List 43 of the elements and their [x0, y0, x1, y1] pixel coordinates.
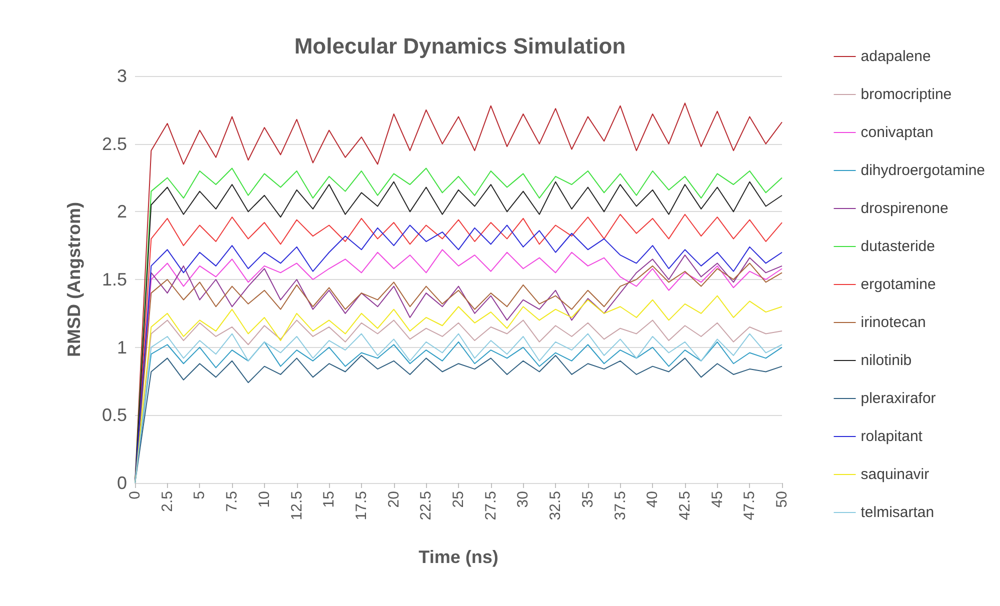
legend-label: irinotecan [860, 314, 926, 331]
legend-label: pleraxirafor [860, 390, 936, 407]
x-tick-label: 0 [126, 491, 144, 500]
x-tick-label: 47.5 [741, 491, 758, 520]
y-tick-label: 3 [116, 66, 127, 86]
legend-label: nilotinib [860, 352, 912, 369]
legend-label: drospirenone [860, 200, 948, 217]
x-tick-label: 50 [774, 491, 790, 508]
legend-label: bromocriptine [860, 86, 952, 103]
legend-label: dihydroergotamine [860, 162, 986, 179]
x-tick-label: 25 [450, 491, 467, 508]
x-tick-label: 30 [514, 491, 532, 508]
x-tick-label: 2.5 [158, 491, 176, 512]
legend-label: conivaptan [860, 124, 934, 141]
x-tick-label: 7.5 [224, 491, 241, 512]
legend-label: rolapitant [860, 428, 924, 445]
x-tick-label: 42.5 [676, 491, 694, 520]
y-tick-label: 0.5 [102, 405, 127, 426]
x-tick-label: 17.5 [352, 491, 370, 520]
x-tick-label: 40 [644, 491, 662, 508]
x-tick-label: 45 [708, 491, 726, 508]
legend-label: saquinavir [860, 466, 930, 483]
y-tick-label: 1.5 [102, 270, 127, 290]
x-tick-label: 32.5 [547, 491, 564, 520]
y-axis-title: RMSD (Angstrom) [64, 202, 84, 357]
x-tick-label: 15 [320, 491, 338, 508]
x-tick-label: 27.5 [482, 491, 500, 520]
legend-label: ergotamine [860, 276, 936, 293]
y-tick-label: 2 [116, 202, 127, 222]
x-tick-label: 12.5 [288, 491, 306, 520]
legend-label: telmisartan [860, 504, 934, 521]
y-tick-label: 2.5 [102, 134, 127, 154]
x-tick-label: 37.5 [612, 491, 629, 520]
legend-label: dutasteride [860, 238, 935, 255]
x-axis-title: Time (ns) [418, 547, 498, 567]
y-tick-label: 1 [116, 337, 127, 358]
x-tick-label: 35 [579, 491, 596, 508]
legend-label: adapalene [860, 48, 931, 65]
chart-title: Molecular Dynamics Simulation [294, 34, 626, 58]
x-tick-label: 5 [191, 491, 208, 500]
x-tick-label: 22.5 [418, 491, 435, 520]
x-tick-label: 10 [256, 491, 273, 508]
x-tick-label: 20 [385, 491, 402, 508]
